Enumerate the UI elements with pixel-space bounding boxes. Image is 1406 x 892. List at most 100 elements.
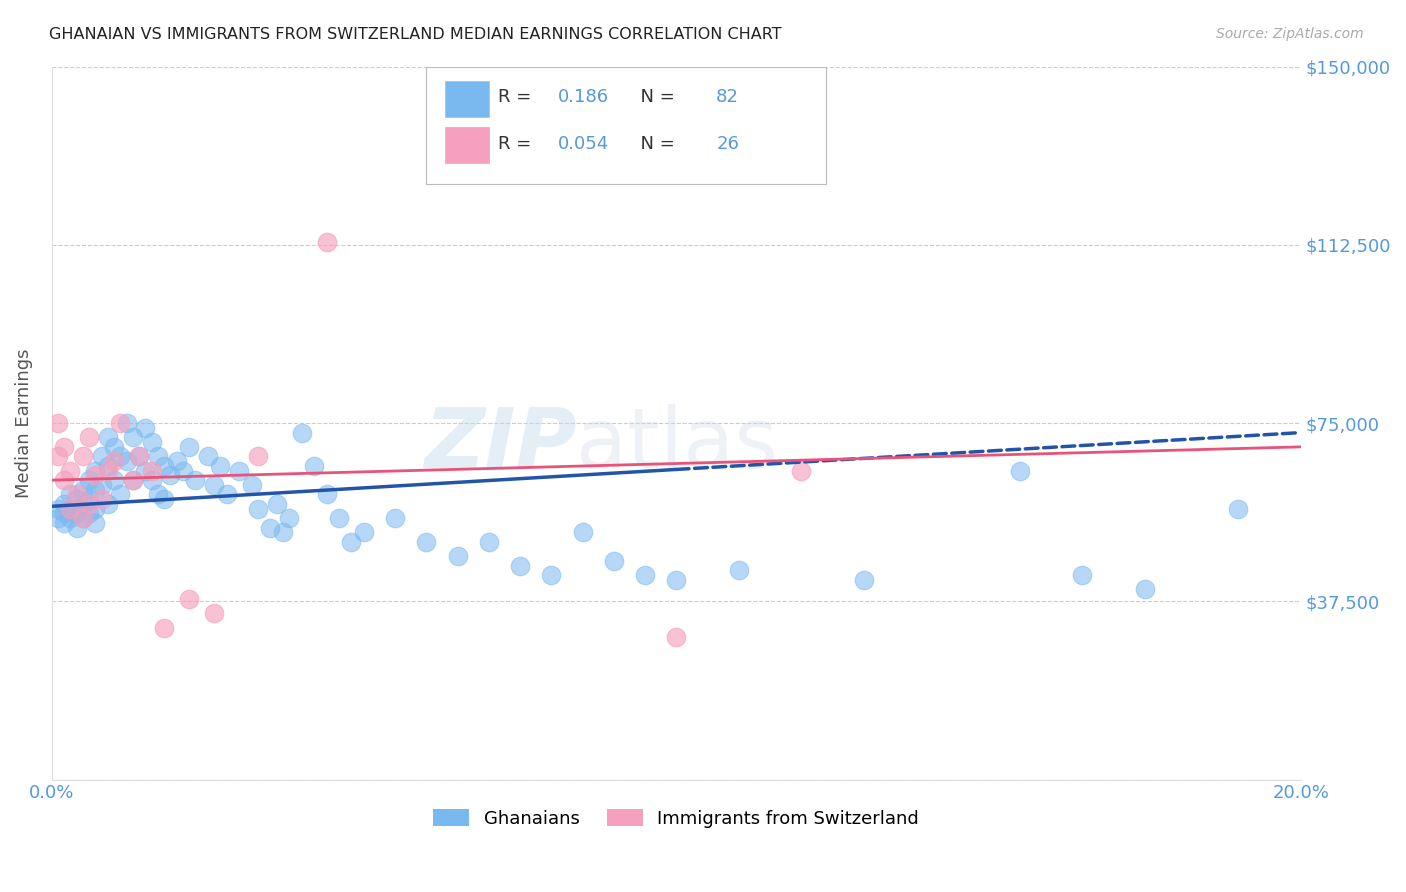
Point — [53, 497, 76, 511]
Point — [72, 511, 94, 525]
Text: R =: R = — [498, 135, 537, 153]
Point — [302, 458, 325, 473]
Point — [153, 620, 176, 634]
Point — [790, 464, 813, 478]
Point — [141, 435, 163, 450]
Point — [110, 450, 132, 464]
Point — [103, 454, 125, 468]
Point — [340, 535, 363, 549]
Point — [72, 511, 94, 525]
Text: ZIP: ZIP — [423, 404, 576, 485]
Point — [134, 421, 156, 435]
Point — [266, 497, 288, 511]
Point — [122, 473, 145, 487]
Text: R =: R = — [498, 88, 537, 106]
Point — [153, 458, 176, 473]
Point — [84, 483, 107, 497]
Point — [1227, 501, 1250, 516]
Point — [77, 492, 100, 507]
Text: 0.186: 0.186 — [558, 88, 609, 106]
Point — [90, 450, 112, 464]
Point — [128, 450, 150, 464]
Point — [97, 430, 120, 444]
Y-axis label: Median Earnings: Median Earnings — [15, 349, 32, 498]
Point — [46, 416, 69, 430]
Point — [259, 521, 281, 535]
Point — [97, 458, 120, 473]
Point — [852, 573, 875, 587]
Point — [66, 521, 89, 535]
Point — [315, 487, 337, 501]
Point — [141, 464, 163, 478]
Point — [90, 478, 112, 492]
Point — [59, 464, 82, 478]
Point — [571, 525, 593, 540]
Point — [665, 630, 688, 644]
Point — [53, 440, 76, 454]
Point — [197, 450, 219, 464]
Point — [246, 501, 269, 516]
Point — [53, 507, 76, 521]
Point — [184, 473, 207, 487]
Point — [110, 416, 132, 430]
Point — [84, 516, 107, 530]
Point — [246, 450, 269, 464]
Point — [66, 487, 89, 501]
Point — [153, 492, 176, 507]
Point — [72, 450, 94, 464]
Point — [103, 473, 125, 487]
Point — [128, 450, 150, 464]
Point — [353, 525, 375, 540]
Text: 82: 82 — [716, 88, 740, 106]
Point — [59, 511, 82, 525]
Point — [146, 450, 169, 464]
Point — [727, 564, 749, 578]
Point — [46, 501, 69, 516]
Point — [84, 501, 107, 516]
Point — [53, 516, 76, 530]
Text: GHANAIAN VS IMMIGRANTS FROM SWITZERLAND MEDIAN EARNINGS CORRELATION CHART: GHANAIAN VS IMMIGRANTS FROM SWITZERLAND … — [49, 27, 782, 42]
Text: N =: N = — [628, 88, 681, 106]
Point — [134, 464, 156, 478]
FancyBboxPatch shape — [446, 81, 489, 117]
Point — [53, 473, 76, 487]
Point — [665, 573, 688, 587]
Text: Source: ZipAtlas.com: Source: ZipAtlas.com — [1216, 27, 1364, 41]
Point — [103, 440, 125, 454]
Point — [66, 492, 89, 507]
Point — [141, 473, 163, 487]
Point — [66, 507, 89, 521]
Point — [77, 497, 100, 511]
Point — [84, 464, 107, 478]
Point — [146, 487, 169, 501]
Point — [77, 473, 100, 487]
Point — [115, 454, 138, 468]
Point — [59, 487, 82, 501]
Point — [271, 525, 294, 540]
FancyBboxPatch shape — [426, 67, 827, 185]
Point — [315, 235, 337, 250]
Point — [59, 501, 82, 516]
Text: atlas: atlas — [576, 404, 778, 485]
Point — [46, 511, 69, 525]
Point — [122, 430, 145, 444]
FancyBboxPatch shape — [446, 128, 489, 163]
Point — [72, 497, 94, 511]
Point — [179, 592, 201, 607]
Point — [478, 535, 501, 549]
Point — [446, 549, 468, 564]
Point — [240, 478, 263, 492]
Point — [110, 487, 132, 501]
Point — [72, 483, 94, 497]
Point — [97, 464, 120, 478]
Point — [166, 454, 188, 468]
Point — [172, 464, 194, 478]
Point — [1071, 568, 1094, 582]
Point — [46, 450, 69, 464]
Point — [97, 497, 120, 511]
Point — [290, 425, 312, 440]
Text: 26: 26 — [716, 135, 740, 153]
Point — [202, 478, 225, 492]
Point — [84, 468, 107, 483]
Point — [603, 554, 626, 568]
